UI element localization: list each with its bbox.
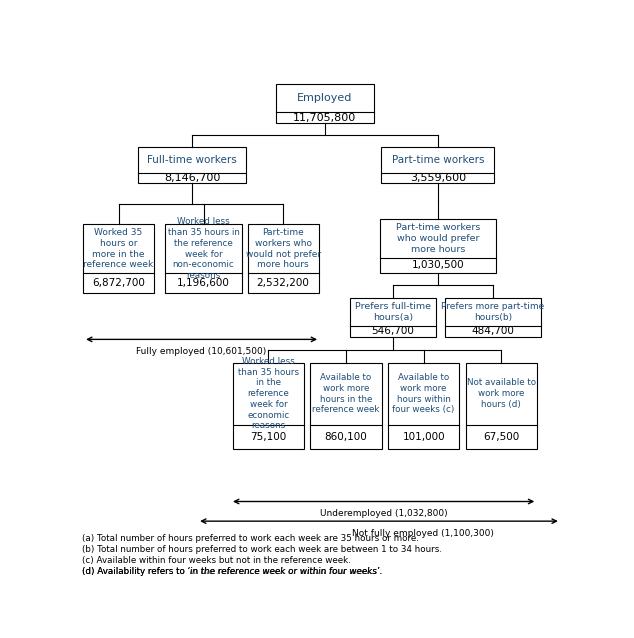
Bar — [382, 147, 495, 183]
Text: Part-time
workers who
would not prefer
more hours: Part-time workers who would not prefer m… — [245, 228, 321, 269]
Text: 3,559,600: 3,559,600 — [410, 174, 466, 183]
Text: Available to
work more
hours in the
reference week: Available to work more hours in the refe… — [313, 373, 380, 414]
Text: 67,500: 67,500 — [483, 432, 519, 441]
Bar — [165, 224, 242, 293]
Bar — [380, 219, 496, 273]
Text: Prefers more part-time
hours(b): Prefers more part-time hours(b) — [441, 302, 545, 322]
Text: Not available to
work more
hours (d): Not available to work more hours (d) — [467, 378, 536, 409]
Text: 6,872,700: 6,872,700 — [92, 278, 145, 288]
Text: (c) Available within four weeks but not in the reference week.: (c) Available within four weeks but not … — [82, 556, 351, 565]
Text: 546,700: 546,700 — [372, 327, 414, 336]
Bar — [276, 84, 374, 123]
Text: 1,196,600: 1,196,600 — [177, 278, 230, 288]
Text: Fully employed (10,601,500): Fully employed (10,601,500) — [136, 347, 267, 356]
Text: Full-time workers: Full-time workers — [147, 155, 237, 165]
Text: Underemployed (1,032,800): Underemployed (1,032,800) — [320, 509, 448, 518]
Text: 11,705,800: 11,705,800 — [294, 113, 356, 122]
Bar — [388, 363, 459, 449]
Text: 1,030,500: 1,030,500 — [411, 260, 464, 271]
Text: 2,532,200: 2,532,200 — [257, 278, 309, 288]
Text: Prefers full-time
hours(a): Prefers full-time hours(a) — [355, 302, 430, 322]
Text: (b) Total number of hours preferred to work each week are between 1 to 34 hours.: (b) Total number of hours preferred to w… — [82, 545, 442, 554]
Text: Part-time workers
who would prefer
more hours: Part-time workers who would prefer more … — [396, 223, 480, 254]
Text: ‘in the reference week or within four weeks’.: ‘in the reference week or within four we… — [187, 567, 382, 576]
Bar — [138, 147, 246, 183]
Text: Part-time workers: Part-time workers — [392, 155, 484, 165]
Bar — [350, 297, 436, 337]
Bar — [83, 224, 154, 293]
Text: (d) Availability refers to ‘in the reference week or within four weeks’.: (d) Availability refers to ‘in the refer… — [82, 567, 382, 576]
Text: Not fully employed (1,100,300): Not fully employed (1,100,300) — [353, 529, 494, 538]
Text: 8,146,700: 8,146,700 — [164, 174, 221, 183]
Text: Worked less
than 35 hours in
the reference
week for
non-economic
reasons: Worked less than 35 hours in the referen… — [167, 218, 240, 280]
Text: (d) Availability refers to: (d) Availability refers to — [82, 567, 187, 576]
Text: Worked 35
hours or
more in the
reference week: Worked 35 hours or more in the reference… — [84, 228, 153, 269]
Text: Available to
work more
hours within
four weeks (c): Available to work more hours within four… — [392, 373, 455, 414]
Text: Employed: Employed — [297, 93, 353, 103]
Bar — [466, 363, 537, 449]
Bar — [311, 363, 382, 449]
Bar — [247, 224, 319, 293]
Bar — [233, 363, 304, 449]
Text: (a) Total number of hours preferred to work each week are 35 hours or more.: (a) Total number of hours preferred to w… — [82, 535, 418, 544]
Text: Worked less
than 35 hours
in the
reference
week for
economic
reasons: Worked less than 35 hours in the referen… — [238, 357, 299, 431]
Text: 860,100: 860,100 — [325, 432, 368, 441]
Bar — [445, 297, 541, 337]
Text: 75,100: 75,100 — [250, 432, 287, 441]
Text: 101,000: 101,000 — [403, 432, 445, 441]
Text: 484,700: 484,700 — [472, 327, 514, 336]
